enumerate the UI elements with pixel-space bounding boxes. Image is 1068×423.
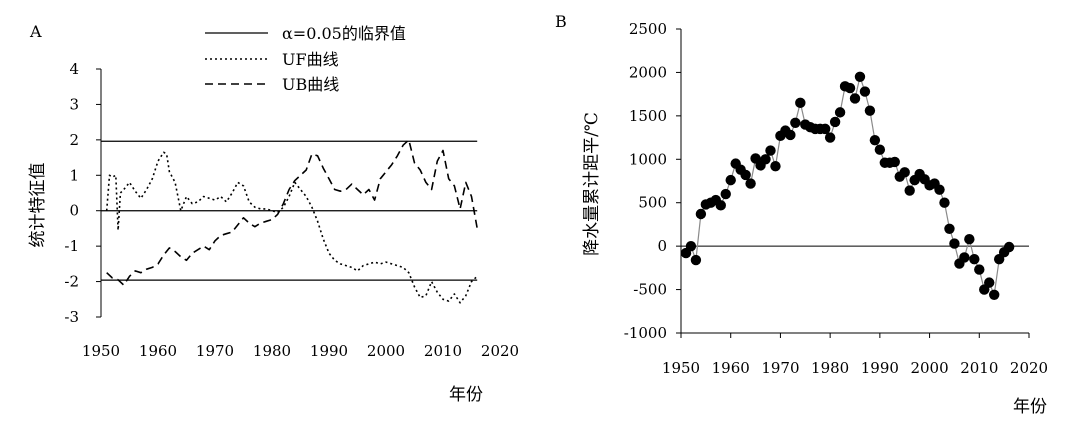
y-tick-label: 3 — [69, 95, 79, 113]
data-point — [740, 169, 751, 181]
data-point — [690, 254, 702, 266]
data-point — [949, 238, 960, 249]
data-point — [795, 97, 806, 109]
y-tick-label: -3 — [64, 308, 79, 326]
x-tick-label: 1970 — [196, 342, 234, 360]
data-point — [765, 145, 776, 156]
x-tick-label: 2020 — [1010, 359, 1048, 377]
ub-curve — [106, 139, 478, 286]
y-tick-label: 2000 — [629, 63, 667, 81]
legend-critical-label: α=0.05的临界值 — [282, 24, 406, 43]
y-tick-label: 1500 — [629, 107, 667, 125]
data-point — [1003, 241, 1015, 253]
panel-b-x-label: 年份 — [1013, 397, 1047, 417]
x-tick-label: 1980 — [811, 359, 849, 377]
panel-a-x-label: 年份 — [449, 385, 483, 405]
x-tick-label: 2010 — [424, 342, 462, 360]
x-tick-label: 2020 — [481, 342, 519, 360]
x-tick-label: 2010 — [960, 359, 998, 377]
panel-b-letter: B — [555, 12, 567, 31]
panel-b-x-ticks: 1950 1960 1970 1980 1990 2000 2010 2020 — [662, 333, 1048, 377]
data-point — [874, 144, 886, 155]
panel-b-y-ticks: 2500 2000 1500 1000 500 0 -500 -1000 — [624, 20, 681, 342]
data-point — [959, 252, 970, 263]
data-point — [944, 223, 955, 234]
uf-curve — [105, 151, 478, 304]
data-point — [790, 117, 801, 129]
panel-a-x-ticks: 1950 1960 1970 1980 1990 2000 2010 2020 — [82, 342, 519, 360]
data-point — [829, 116, 841, 128]
panel-b-y-label: 降水量累计距平/℃ — [582, 112, 602, 256]
data-point — [984, 277, 995, 288]
panel-a-series — [105, 139, 478, 304]
data-point — [939, 197, 950, 208]
data-point — [685, 240, 697, 252]
y-tick-label: 2 — [69, 131, 79, 149]
panel-a-y-label: 统计特征值 — [28, 163, 48, 248]
y-tick-label: 500 — [638, 194, 667, 212]
panel-b-series — [680, 71, 1015, 300]
data-point — [934, 184, 945, 195]
y-tick-label: -2 — [64, 273, 79, 291]
x-tick-label: 1990 — [861, 359, 899, 377]
data-point — [819, 123, 831, 135]
x-tick-label: 1960 — [712, 359, 750, 377]
x-tick-label: 1960 — [139, 342, 177, 360]
y-tick-label: 1 — [69, 166, 79, 184]
data-point — [715, 200, 726, 211]
data-point — [745, 178, 756, 189]
x-tick-label: 2000 — [367, 342, 405, 360]
y-tick-label: -1 — [64, 237, 79, 255]
data-point — [695, 208, 707, 220]
panel-a-letter: A — [29, 22, 42, 41]
data-point — [834, 107, 846, 118]
data-point — [964, 233, 975, 245]
data-point — [869, 134, 881, 146]
data-point — [720, 188, 731, 200]
x-tick-label: 1950 — [82, 342, 120, 360]
data-point — [725, 174, 736, 186]
x-tick-label: 2000 — [910, 359, 948, 377]
data-point — [974, 264, 985, 275]
data-point — [770, 161, 781, 172]
panel-a-legend: α=0.05的临界值 UF曲线 UB曲线 — [205, 24, 406, 94]
data-point — [760, 154, 771, 165]
data-point — [849, 93, 861, 104]
data-point — [844, 82, 856, 94]
data-point — [989, 289, 1000, 300]
y-tick-label: -1000 — [624, 324, 667, 342]
x-tick-label: 1980 — [253, 342, 291, 360]
x-tick-label: 1950 — [662, 359, 700, 377]
data-point — [824, 132, 836, 143]
panel-b: B 2500 2000 1500 1000 500 0 -500 -1000 1950 1960… — [555, 12, 1048, 417]
data-point — [904, 185, 915, 196]
data-point — [864, 105, 876, 116]
data-point — [899, 167, 910, 178]
panel-a: A 4 3 2 1 0 -1 -2 -3 1950 1960 1970 1980 1990 2000 20… — [28, 22, 519, 405]
legend-ub-label: UB曲线 — [282, 75, 339, 94]
data-point — [889, 156, 900, 168]
legend-uf-label: UF曲线 — [282, 50, 339, 69]
x-tick-label: 1970 — [761, 359, 799, 377]
y-tick-label: 1000 — [629, 150, 667, 168]
x-tick-label: 1990 — [310, 342, 348, 360]
y-tick-label: 0 — [657, 237, 667, 255]
panel-a-reference-lines — [101, 140, 478, 281]
y-tick-label: 2500 — [629, 20, 667, 38]
panel-a-y-ticks: 4 3 2 1 0 -1 -2 -3 — [64, 60, 101, 326]
data-point — [859, 86, 871, 97]
y-tick-label: 4 — [69, 60, 79, 78]
data-point — [785, 129, 796, 141]
data-point — [969, 253, 980, 265]
y-tick-label: 0 — [69, 202, 79, 220]
y-tick-label: -500 — [633, 281, 667, 299]
data-point — [854, 71, 866, 82]
